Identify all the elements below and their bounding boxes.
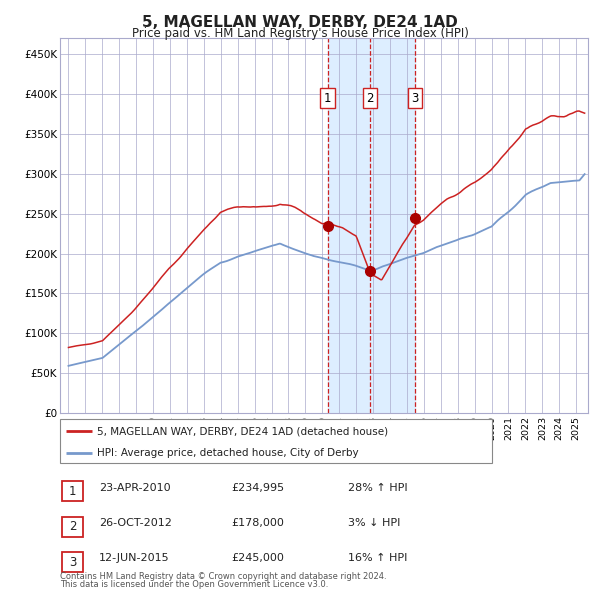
- Text: 1: 1: [324, 91, 331, 104]
- Text: 2: 2: [69, 520, 76, 533]
- Text: Contains HM Land Registry data © Crown copyright and database right 2024.: Contains HM Land Registry data © Crown c…: [60, 572, 386, 581]
- Text: 26-OCT-2012: 26-OCT-2012: [99, 518, 172, 528]
- Text: 1: 1: [69, 485, 76, 498]
- Text: 5, MAGELLAN WAY, DERBY, DE24 1AD: 5, MAGELLAN WAY, DERBY, DE24 1AD: [142, 15, 458, 30]
- FancyBboxPatch shape: [62, 552, 83, 572]
- Text: 3: 3: [69, 556, 76, 569]
- Text: This data is licensed under the Open Government Licence v3.0.: This data is licensed under the Open Gov…: [60, 580, 328, 589]
- Text: 2: 2: [366, 91, 374, 104]
- Text: 16% ↑ HPI: 16% ↑ HPI: [348, 553, 407, 563]
- Text: 28% ↑ HPI: 28% ↑ HPI: [348, 483, 407, 493]
- Bar: [328, 38, 415, 413]
- FancyBboxPatch shape: [60, 419, 492, 463]
- Text: 3% ↓ HPI: 3% ↓ HPI: [348, 518, 400, 528]
- FancyBboxPatch shape: [62, 481, 83, 502]
- Text: £178,000: £178,000: [231, 518, 284, 528]
- Text: 5, MAGELLAN WAY, DERBY, DE24 1AD (detached house): 5, MAGELLAN WAY, DERBY, DE24 1AD (detach…: [97, 427, 388, 436]
- FancyBboxPatch shape: [62, 516, 83, 537]
- Text: 3: 3: [411, 91, 418, 104]
- Text: 23-APR-2010: 23-APR-2010: [99, 483, 170, 493]
- Text: £245,000: £245,000: [231, 553, 284, 563]
- Text: £234,995: £234,995: [231, 483, 284, 493]
- Text: Price paid vs. HM Land Registry's House Price Index (HPI): Price paid vs. HM Land Registry's House …: [131, 27, 469, 40]
- Text: 12-JUN-2015: 12-JUN-2015: [99, 553, 170, 563]
- Text: HPI: Average price, detached house, City of Derby: HPI: Average price, detached house, City…: [97, 448, 358, 457]
